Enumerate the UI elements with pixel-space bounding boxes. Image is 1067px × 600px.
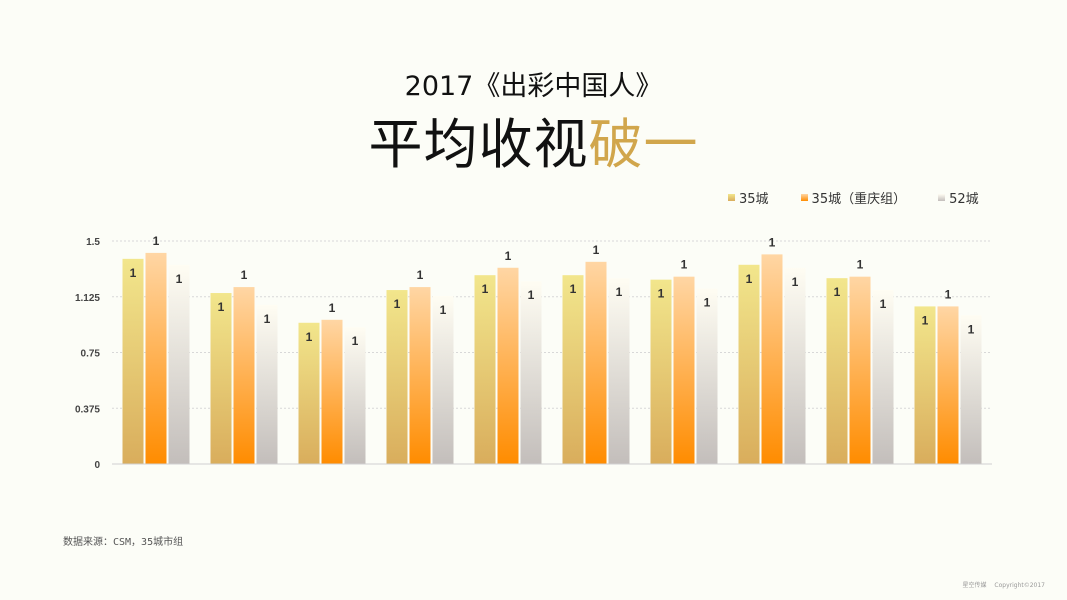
- bar-s3-c9: [872, 290, 894, 464]
- bar-s1-c1: [122, 258, 144, 464]
- data-label: 1: [130, 266, 137, 280]
- data-label: 1: [329, 301, 336, 315]
- bar-s1-c2: [210, 293, 232, 464]
- bar-s2-c9: [849, 276, 871, 464]
- data-label: 1: [922, 313, 929, 327]
- bar-s3-c2: [256, 304, 278, 464]
- data-label: 1: [681, 258, 688, 272]
- data-label: 1: [417, 268, 424, 282]
- data-label: 1: [658, 287, 665, 301]
- bar-s1-c7: [650, 279, 672, 464]
- data-label: 1: [746, 272, 753, 286]
- bar-s1-c5: [474, 275, 496, 464]
- data-label: 1: [945, 287, 952, 301]
- chart-legend: 35城 35城（重庆组） 52城: [728, 188, 979, 207]
- bar-s2-c3: [321, 319, 343, 464]
- bar-s1-c4: [386, 290, 408, 464]
- bar-s3-c6: [608, 278, 630, 464]
- bar-s3-c4: [432, 296, 454, 464]
- legend-swatch-2: [800, 193, 808, 201]
- source-note: 数据来源：CSM，35城市组: [63, 537, 184, 548]
- data-label: 1: [704, 296, 711, 310]
- data-label: 1: [505, 249, 512, 263]
- legend-label-3: 52城: [949, 191, 979, 207]
- legend-swatch-1: [728, 193, 735, 201]
- bar-s1-c9: [826, 278, 848, 464]
- bar-s2-c2: [233, 287, 255, 464]
- legend-item-2: 35城（重庆组）: [800, 188, 907, 207]
- data-label: 1: [834, 285, 841, 299]
- data-label: 1: [616, 285, 623, 299]
- legend-item-1: 35城: [728, 188, 769, 207]
- bar-s1-c8: [738, 264, 760, 464]
- data-label: 1: [880, 297, 887, 311]
- bar-s2-c1: [145, 252, 167, 464]
- legend-swatch-3: [938, 193, 946, 201]
- data-label: 1: [153, 234, 160, 248]
- y-tick-label: 0: [94, 460, 100, 471]
- bar-s3-c1: [168, 264, 190, 464]
- bar-s2-c5: [497, 267, 519, 464]
- data-label: 1: [352, 334, 359, 348]
- data-label: 1: [440, 303, 447, 317]
- data-label: 1: [570, 282, 577, 296]
- legend-label-1: 35城: [739, 191, 769, 207]
- data-label: 1: [769, 235, 776, 249]
- footer-brand: 星空传媒: [962, 582, 987, 589]
- bar-s3-c5: [520, 281, 542, 464]
- bars-layer: [122, 252, 982, 464]
- footer: 星空传媒 Copyright©2017: [956, 580, 1045, 589]
- bar-s3-c7: [696, 288, 718, 464]
- y-tick-label: 0.75: [81, 349, 101, 360]
- bar-s2-c8: [761, 254, 783, 464]
- bar-s3-c10: [960, 315, 982, 464]
- bar-s1-c10: [914, 306, 936, 464]
- legend-item-3: 52城: [938, 188, 979, 207]
- data-label: 1: [176, 272, 183, 286]
- y-tick-label: 1.125: [75, 293, 100, 304]
- labels-layer: 1 1 1 1 1 1 1 1 1 1 1 1 1 1 1 1 1 1 1 1 1 1 1 1 1 1 1 1 1 1: [130, 234, 975, 348]
- bar-s2-c7: [673, 276, 695, 464]
- chart-title-accent: 破一: [588, 113, 699, 176]
- footer-copyright: Copyright©2017: [994, 582, 1045, 589]
- data-label: 1: [218, 300, 225, 314]
- data-label: 1: [264, 312, 271, 326]
- data-label: 1: [528, 288, 535, 302]
- bar-s3-c3: [344, 327, 366, 464]
- data-label: 1: [482, 282, 489, 296]
- chart-title: 平均收视破一: [0, 100, 1067, 179]
- data-label: 1: [968, 322, 975, 336]
- data-label: 1: [792, 275, 799, 289]
- data-label: 1: [241, 268, 248, 282]
- bar-s1-c6: [562, 275, 584, 464]
- chart-subtitle: 2017《出彩中国人》: [404, 71, 663, 102]
- data-label: 1: [857, 258, 864, 272]
- data-label: 1: [306, 330, 313, 344]
- data-label: 1: [593, 243, 600, 257]
- y-tick-label: 1.5: [86, 237, 100, 248]
- bar-s3-c8: [784, 267, 806, 464]
- bar-s2-c4: [409, 287, 431, 464]
- y-tick-label: 0.375: [75, 404, 100, 415]
- data-label: 1: [394, 297, 401, 311]
- bar-s2-c10: [937, 306, 959, 464]
- bar-s2-c6: [585, 261, 607, 464]
- axis-layer: 0 0.375 0.75 1.125 1.5: [75, 237, 992, 471]
- bar-s1-c3: [298, 322, 320, 464]
- legend-label-2: 35城（重庆组）: [811, 191, 907, 207]
- chart-title-main: 平均收视: [368, 113, 589, 176]
